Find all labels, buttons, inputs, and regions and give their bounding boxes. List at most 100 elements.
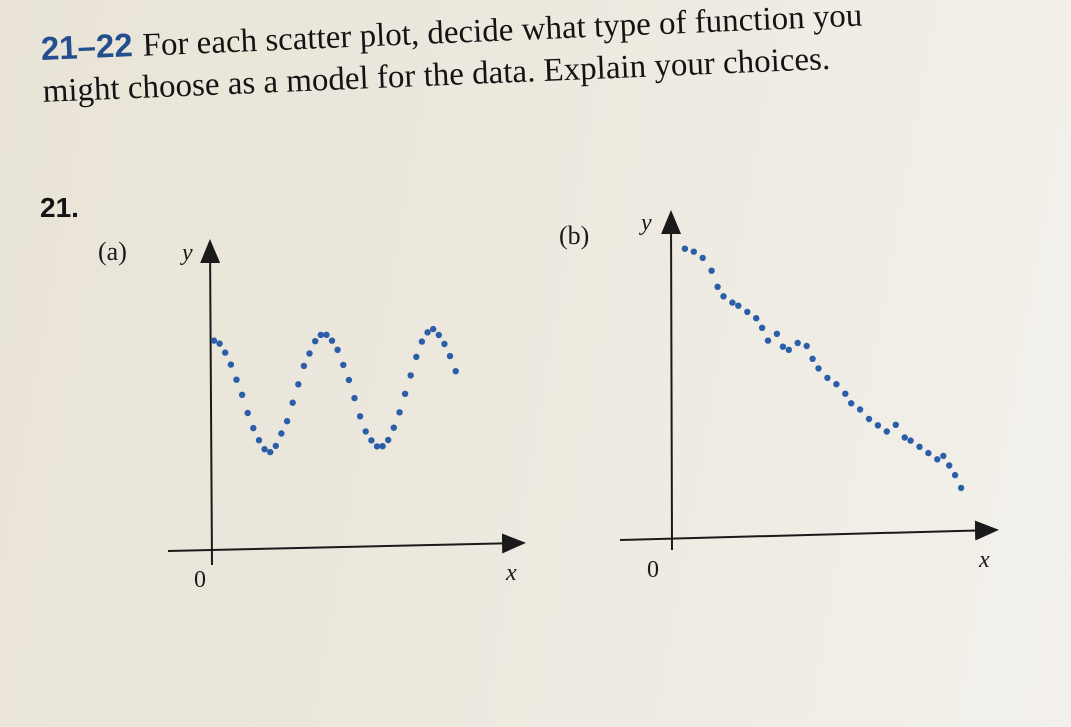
scatter-point [424,329,431,336]
scatter-point [267,448,274,456]
scatter-point [720,293,727,300]
scatter-point [435,331,442,339]
scatter-point [328,337,336,344]
scatter-point [222,349,229,356]
plot-b-x-axis [619,520,999,541]
scatter-point [865,415,873,423]
scatter-point [418,338,426,345]
scatter-plot-a: (a) y 0 x [90,225,540,599]
scatter-point [907,437,914,444]
scatter-point [334,346,341,353]
scatter-point [848,400,855,407]
scatter-point [272,442,279,450]
scatter-point [323,331,330,338]
scatter-point [250,424,257,432]
scatter-point [934,456,941,463]
scatter-point [283,418,291,425]
plot-b-origin-label: 0 [647,557,659,583]
scatter-point [794,339,801,347]
scatter-point [856,406,864,413]
problem-number: 21–22 [40,26,134,67]
scatter-point [452,368,459,375]
scatter-point [300,362,308,370]
scatter-point [803,342,810,350]
scatter-point [714,283,721,290]
scatter-point [238,391,246,398]
scatter-plot-b-svg: (b) y 0 x [559,210,999,583]
plot-a-x-axis-label: x [505,560,517,586]
scatter-point [883,428,890,435]
scatter-point [824,374,831,382]
plot-a-y-axis-label: y [180,240,193,266]
scatter-point [708,267,715,274]
scatter-point [373,443,381,450]
scatter-point [951,471,959,479]
scatter-point [340,361,347,369]
scatter-point [842,390,849,397]
scatter-point [379,443,386,450]
scatter-point [306,350,313,357]
problem-statement: 21–22 For each scatter plot, decide what … [40,0,1033,113]
scatter-point [874,422,882,429]
plot-b-points [681,245,965,492]
plot-b-x-axis-label: x [978,547,990,573]
scatter-point [368,437,375,444]
scatter-point [809,355,816,362]
plot-a-y-axis [200,239,221,566]
scatter-point [833,381,840,388]
scatter-point [735,302,742,309]
scatter-point [699,254,706,262]
scatter-point [946,462,953,469]
scatter-point [396,409,403,416]
scatter-point [216,340,223,347]
scatter-point [785,346,792,353]
scatter-point [289,399,296,406]
scatter-point [227,361,235,368]
plot-a-origin-label: 0 [194,567,206,593]
scatter-point [244,409,251,417]
scatter-point [940,452,947,460]
scatter-point [255,437,263,444]
scatter-point [317,331,324,339]
scatter-point [407,372,414,379]
scatter-point [261,446,268,453]
scatter-point [362,428,369,435]
scatter-point [690,248,697,255]
scatter-point [356,413,364,420]
scatter-point [729,299,736,306]
scatter-point [390,424,397,431]
scatter-point [441,340,448,348]
scatter-point [901,434,908,441]
scatter-point [413,353,420,361]
scatter-point [210,337,218,344]
plot-b-y-axis [661,210,682,551]
scatter-point [446,352,454,360]
scatter-plot-a-svg: (a) y 0 x [98,237,526,593]
scatter-point [925,449,932,457]
plot-b-part-label: (b) [559,221,589,250]
scatter-point [385,436,392,444]
scatter-point [744,308,751,316]
scatter-plot-b: (b) y 0 x [555,200,1015,594]
scatter-point [773,330,781,337]
plot-b-y-axis-label: y [639,210,652,236]
scatter-point [351,394,358,402]
plot-a-part-label: (a) [98,237,127,266]
exercise-number: 21. [40,192,79,223]
scatter-point [312,338,319,345]
scatter-point [401,390,409,397]
scatter-point [916,443,923,450]
scatter-point [345,376,353,384]
plot-a-points [210,325,459,456]
scatter-point [753,315,760,322]
scatter-point [233,376,240,383]
scatter-point [779,343,787,350]
scatter-point [815,365,822,372]
scatter-point [430,325,437,333]
plot-a-x-axis [167,533,526,554]
scatter-point [295,381,302,388]
scatter-point [278,430,285,437]
scatter-point [764,337,772,344]
scatter-point [892,421,899,428]
